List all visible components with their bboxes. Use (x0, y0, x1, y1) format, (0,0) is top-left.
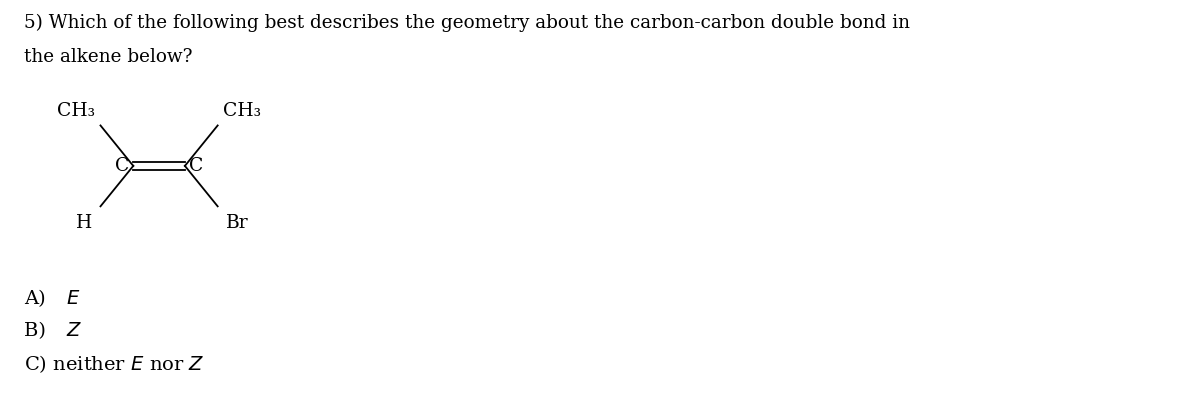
Text: B): B) (24, 322, 49, 340)
Text: 5) Which of the following best describes the geometry about the carbon-carbon do: 5) Which of the following best describes… (24, 14, 910, 32)
Text: A): A) (24, 290, 49, 308)
Text: $E$: $E$ (66, 290, 80, 308)
Text: C: C (188, 157, 203, 175)
Text: C: C (115, 157, 130, 175)
Text: the alkene below?: the alkene below? (24, 48, 192, 66)
Text: Br: Br (226, 214, 248, 232)
Text: C) neither $E$ nor $Z$: C) neither $E$ nor $Z$ (24, 353, 205, 375)
Text: H: H (77, 214, 92, 232)
Text: CH₃: CH₃ (58, 102, 96, 120)
Text: CH₃: CH₃ (223, 102, 260, 120)
Text: $Z$: $Z$ (66, 322, 82, 340)
